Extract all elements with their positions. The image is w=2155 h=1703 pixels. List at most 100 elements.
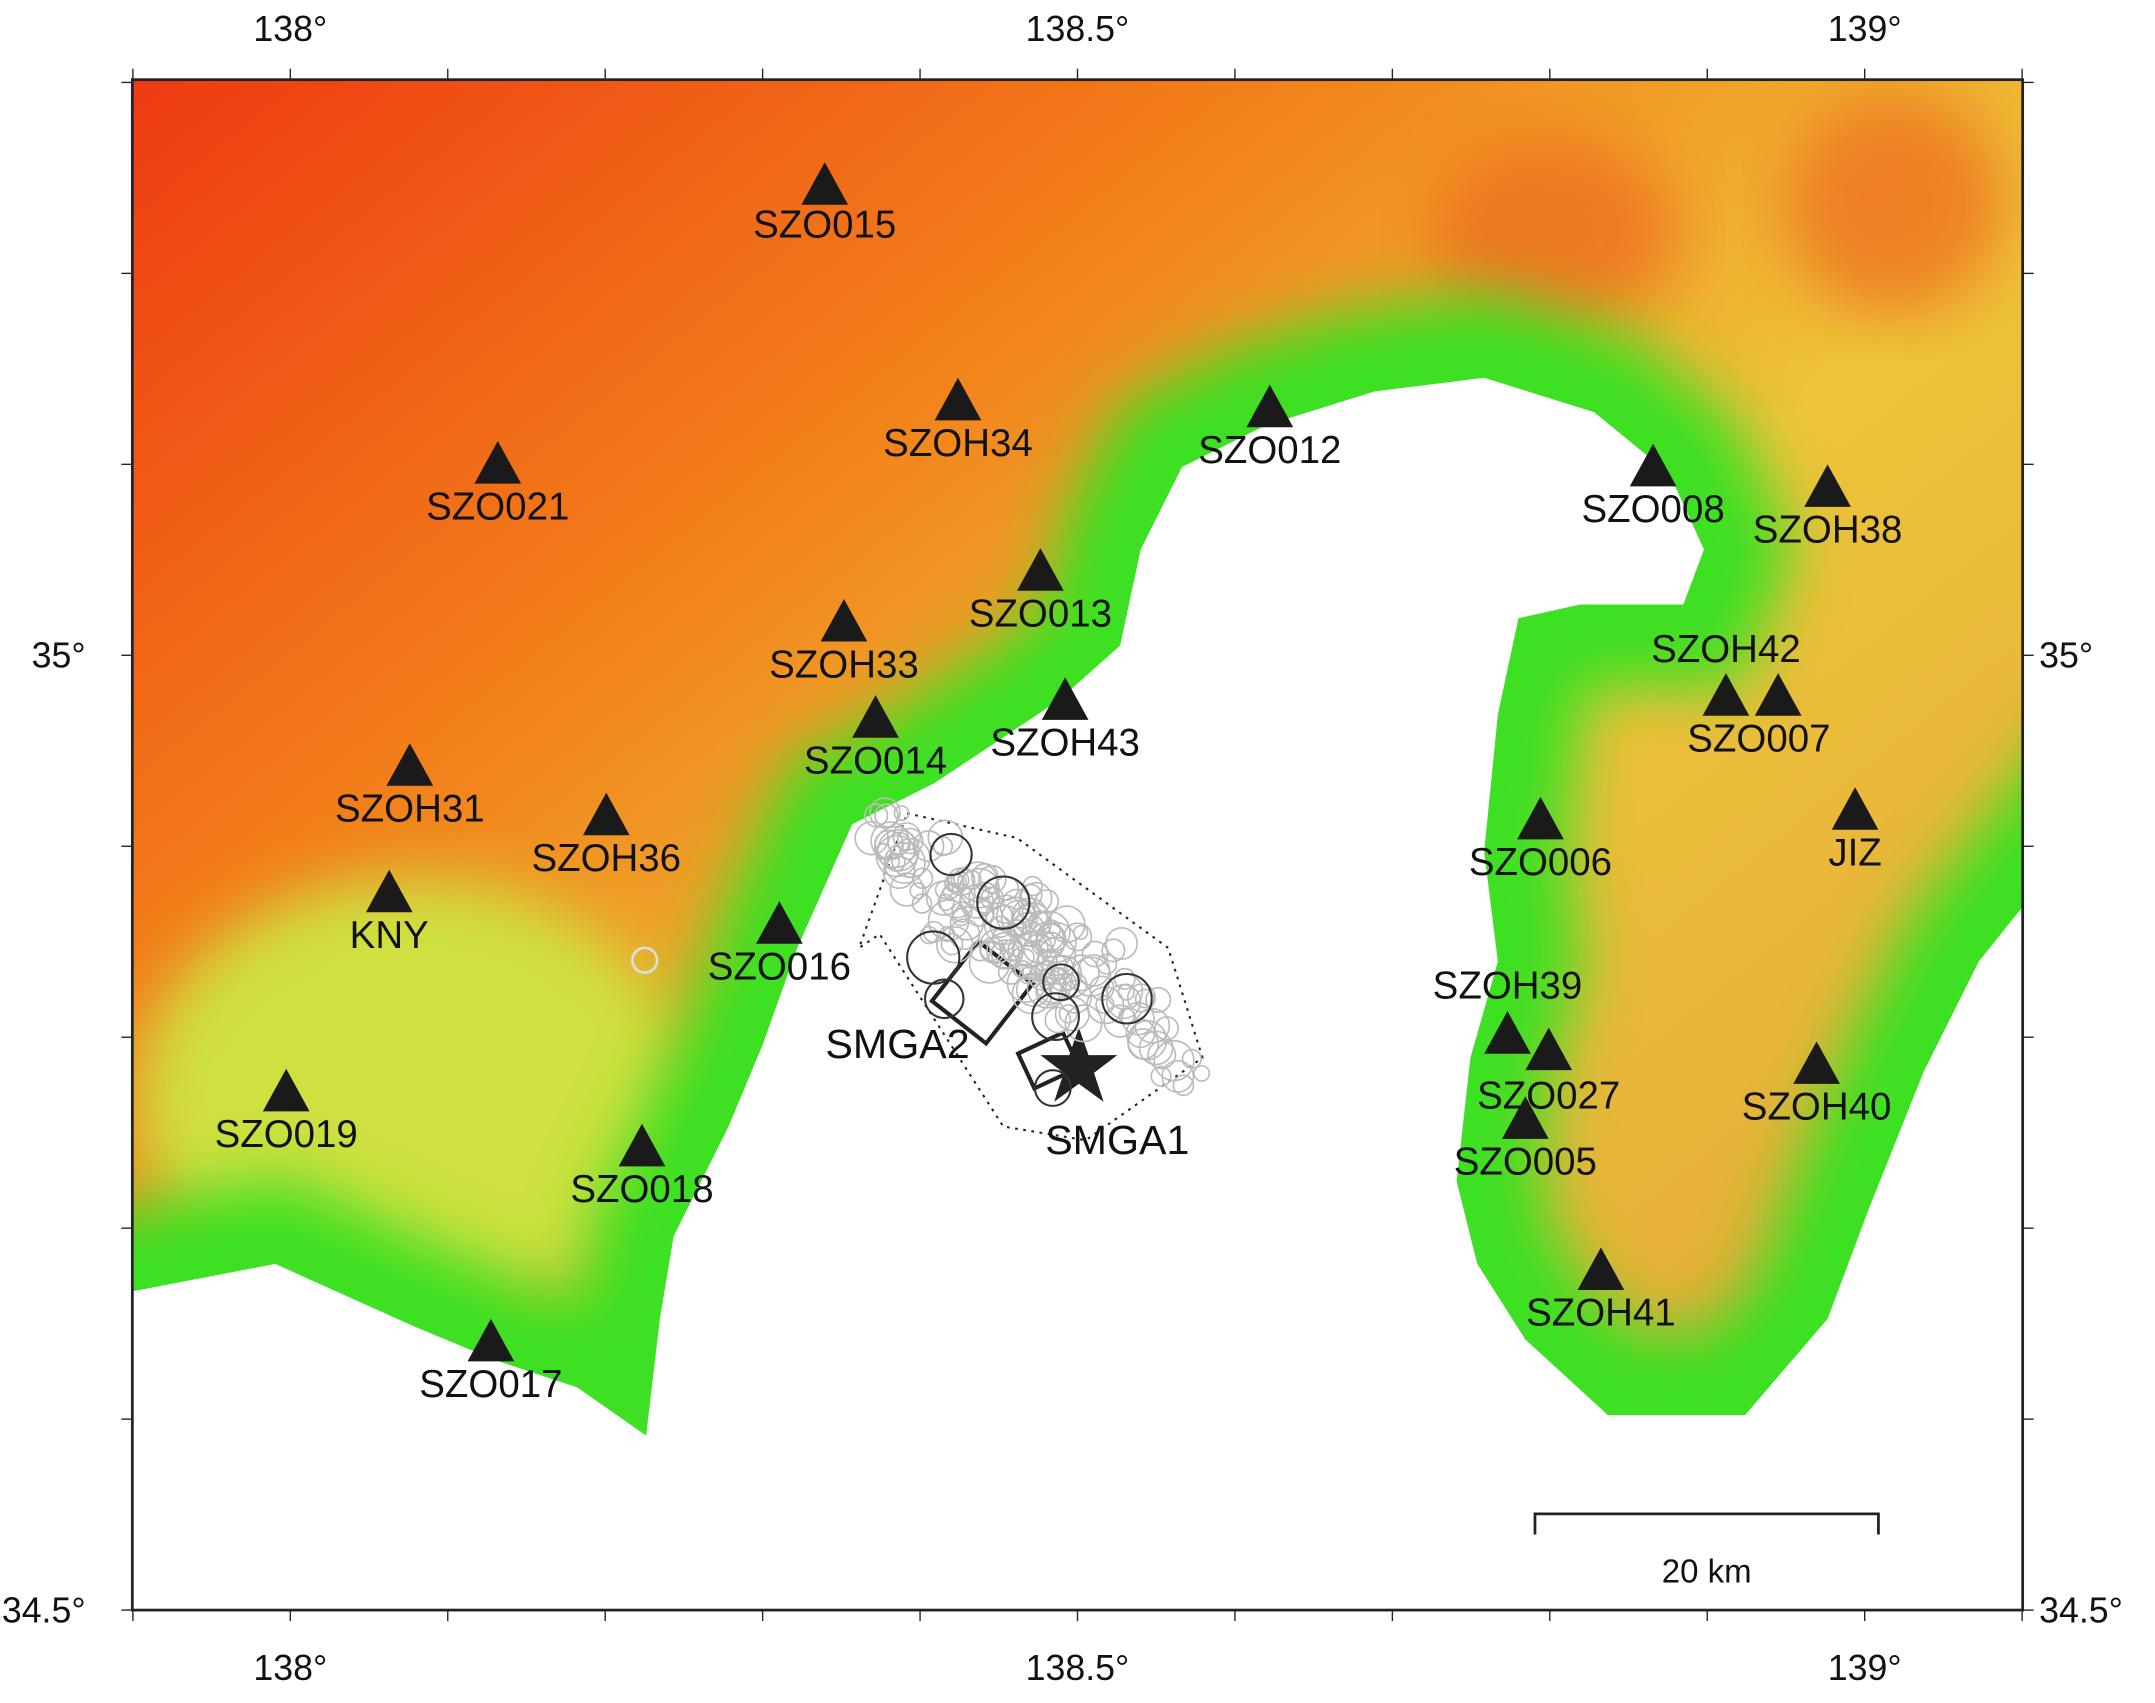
- aftershock: [951, 901, 973, 923]
- station-label: SZO027: [1477, 1075, 1620, 1118]
- aftershock: [1012, 931, 1049, 968]
- latitude-label: 35°: [2039, 636, 2093, 676]
- hypocenter: [1040, 1027, 1118, 1102]
- aftershock: [1070, 956, 1112, 998]
- aftershock: [1121, 1001, 1155, 1036]
- aftershock: [1047, 905, 1086, 944]
- station-label: SZO019: [215, 1113, 358, 1156]
- aftershock: [863, 803, 889, 828]
- aftershock: [949, 906, 985, 941]
- aftershock: [892, 822, 922, 851]
- aftershock: [959, 867, 1000, 909]
- station-marker: [1577, 1247, 1625, 1290]
- aftershock: [935, 926, 974, 964]
- station-label: SZO017: [419, 1363, 562, 1406]
- station-marker: [1525, 1027, 1573, 1071]
- aftershock: [1034, 960, 1060, 986]
- aftershock: [1117, 983, 1135, 1001]
- station-marker: [582, 792, 630, 836]
- station-label: SZO016: [708, 946, 851, 989]
- station-marker: [852, 695, 899, 738]
- aftershock: [1145, 986, 1172, 1013]
- longitude-label: 138°: [253, 9, 327, 49]
- latitude-label: 34.5°: [2, 1590, 86, 1630]
- aftershock: [1038, 931, 1065, 958]
- station-marker: [386, 743, 434, 786]
- station-label: SZO015: [753, 204, 896, 247]
- aftershock: [929, 832, 973, 877]
- station-label: SZOH40: [1742, 1086, 1892, 1129]
- aftershock: [997, 958, 1025, 985]
- station-marker: [1804, 464, 1851, 507]
- aftershock: [1064, 1004, 1103, 1043]
- station-marker: [1484, 1011, 1531, 1054]
- longitude-label: 138.5°: [1026, 9, 1130, 49]
- station-marker: [1629, 443, 1677, 487]
- aftershock: [1020, 881, 1053, 915]
- station-marker: [1041, 677, 1089, 720]
- aftershock: [1147, 1040, 1177, 1070]
- frame: 138° 138° 138.5° 138.5° 139° 139° 35° 35° 34.5° 3…: [2, 9, 2123, 1688]
- station-marker: [1754, 673, 1802, 716]
- station-label: SZO021: [426, 485, 569, 528]
- longitude-label: 138°: [253, 1648, 327, 1688]
- station-label: SZOH36: [531, 837, 681, 880]
- station-marker: [1702, 673, 1750, 716]
- station-label: SZOH39: [1433, 965, 1583, 1008]
- aftershock: [1006, 963, 1047, 1003]
- station-label: SZOH33: [769, 643, 919, 686]
- aftershock: [870, 821, 910, 861]
- aftershock: [979, 936, 1006, 964]
- aftershock: [893, 805, 910, 822]
- fault-model: [631, 797, 1211, 1142]
- aftershock: [1049, 966, 1068, 985]
- aftershock: [1062, 954, 1100, 992]
- aftershock: [1000, 899, 1038, 937]
- aftershock: [1101, 938, 1126, 963]
- aftershock: [896, 827, 924, 855]
- station-marker: [262, 1068, 310, 1112]
- station-label: SZO018: [570, 1168, 713, 1211]
- station-label: SZOH41: [1526, 1292, 1676, 1335]
- station-marker: [1793, 1041, 1840, 1084]
- aftershock: [1058, 1004, 1078, 1024]
- aftershock: [964, 896, 995, 927]
- station-marker: [820, 598, 868, 642]
- station-label: SZOH43: [990, 722, 1140, 765]
- latitude-label: 34.5°: [2039, 1590, 2123, 1630]
- aftershock: [968, 881, 1001, 914]
- station-marker: [1831, 787, 1879, 830]
- station-marker: [1502, 1096, 1549, 1139]
- aftershock: [1127, 1028, 1160, 1060]
- station-label: SZO006: [1469, 841, 1612, 884]
- station-label: SZO005: [1454, 1141, 1597, 1184]
- fault-label: SMGA2: [825, 1021, 969, 1067]
- station-marker: [801, 162, 849, 205]
- aftershock: [909, 882, 927, 900]
- aftershock: [932, 836, 954, 857]
- aftershock: [923, 978, 965, 1020]
- station-marker: [1246, 384, 1294, 428]
- aftershock: [1015, 972, 1051, 1007]
- station-label: SZO008: [1582, 488, 1725, 531]
- station-label: SZOH38: [1753, 509, 1903, 552]
- station-label: JIZ: [1828, 831, 1881, 874]
- aftershock: [1016, 948, 1035, 967]
- aftershock: [1126, 1019, 1168, 1061]
- station-marker: [756, 901, 803, 944]
- longitude-label: 139°: [1828, 1648, 1902, 1688]
- aftershock: [1035, 966, 1072, 1004]
- aftershock: [631, 946, 659, 975]
- aftershock: [874, 803, 899, 828]
- aftershock: [1058, 972, 1077, 991]
- station-label: SZO012: [1198, 429, 1341, 472]
- aftershock: [1193, 1064, 1211, 1082]
- aftershock: [950, 871, 970, 890]
- aftershock: [1095, 994, 1115, 1015]
- station-label: KNY: [350, 914, 429, 957]
- scale-label: 20 km: [1662, 1553, 1752, 1590]
- aftershock: [1150, 1065, 1172, 1087]
- station-label: SZOH31: [335, 788, 485, 831]
- aftershock: [940, 932, 964, 956]
